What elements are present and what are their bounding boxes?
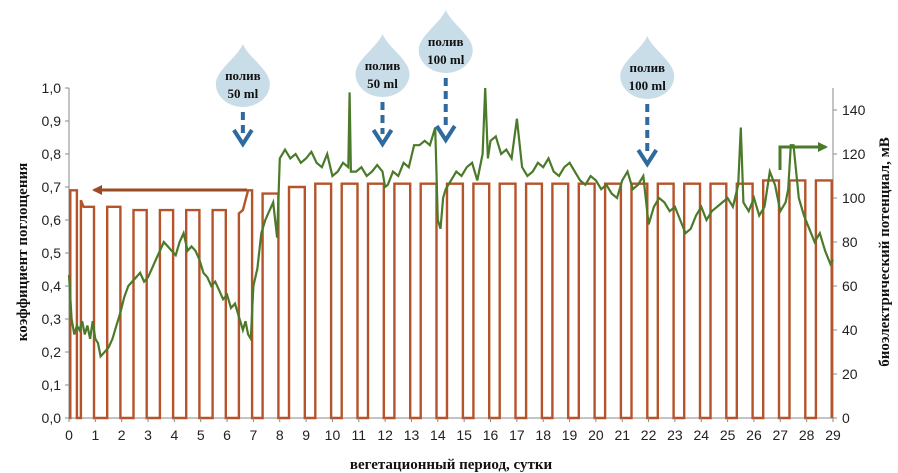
y-left-axis-title: коэффициент поглощения <box>15 163 31 341</box>
y-right-tick-label: 20 <box>842 366 858 382</box>
axis-direction-arrows <box>92 142 828 195</box>
y-left-tick-label: 0,4 <box>42 278 62 294</box>
drop-icon <box>620 36 675 99</box>
x-tick-label: 10 <box>325 427 341 443</box>
x-tick-label: 4 <box>170 427 178 443</box>
x-tick-label: 3 <box>144 427 152 443</box>
x-tick-label: 25 <box>720 427 736 443</box>
drop-label: 100 ml <box>427 52 465 67</box>
x-tick-label: 11 <box>352 427 367 443</box>
y-left-tick-label: 0,2 <box>42 344 62 360</box>
x-tick-label: 9 <box>302 427 310 443</box>
watering-drop: полив 50 ml <box>355 34 410 148</box>
x-ticks: 0 1 2 3 4 5 6 7 8 9 10 11 12 13 14 15 16 17 18 19 20 21 22 23 24… <box>65 418 841 443</box>
x-tick-label: 0 <box>65 427 73 443</box>
watering-drop: полив 100 ml <box>418 10 473 144</box>
x-tick-label: 12 <box>377 427 393 443</box>
x-tick-label: 28 <box>799 427 815 443</box>
y-right-tick-label: 60 <box>842 278 858 294</box>
watering-arrow-head <box>232 128 254 148</box>
right-axis-arrow <box>778 142 828 170</box>
y-left-tick-label: 0,9 <box>42 113 62 129</box>
watering-arrow-head <box>371 128 394 148</box>
y-left-tick-label: 0,8 <box>42 146 62 162</box>
y-right-tick-label: 0 <box>842 410 850 426</box>
y-right-tick-label: 80 <box>842 234 858 250</box>
x-tick-label: 27 <box>773 427 789 443</box>
x-tick-label: 5 <box>197 427 205 443</box>
x-tick-label: 8 <box>276 427 284 443</box>
drop-label: полив <box>365 58 401 73</box>
x-axis-title: вегетационный период, сутки <box>350 457 553 473</box>
drop-icon <box>215 44 270 107</box>
x-tick-label: 14 <box>430 427 446 443</box>
x-tick-label: 26 <box>746 427 762 443</box>
x-tick-label: 23 <box>667 427 683 443</box>
y-left-tick-label: 0,7 <box>42 179 62 195</box>
y-left-tick-label: 0,0 <box>42 410 62 426</box>
y-right-axis-title: биоэлектрический потенциал, мВ <box>877 137 893 367</box>
x-tick-label: 21 <box>614 427 630 443</box>
x-tick-label: 6 <box>223 427 231 443</box>
drop-label: полив <box>428 34 464 49</box>
drop-label: полив <box>225 68 261 83</box>
watering-drop: полив 50 ml <box>215 44 270 148</box>
x-tick-label: 2 <box>118 427 126 443</box>
y-left-tick-label: 1,0 <box>42 80 62 96</box>
y-right-ticks: 0 20 40 60 80 100 120 140 <box>833 102 866 426</box>
x-tick-label: 17 <box>509 427 525 443</box>
drop-icon <box>355 34 410 97</box>
watering-arrow-head <box>636 148 658 168</box>
bioelectric-potential-series <box>67 87 834 359</box>
y-left-ticks: 0,0 0,1 0,2 0,3 0,4 0,5 0,6 0,7 0,8 0,9 1,0 <box>42 80 69 426</box>
drop-label: 50 ml <box>367 76 398 91</box>
x-tick-label: 16 <box>483 427 499 443</box>
watering-arrow-head <box>435 124 457 144</box>
x-tick-label: 24 <box>693 427 709 443</box>
drop-icon <box>418 10 473 73</box>
drop-label: 50 ml <box>228 86 259 101</box>
x-tick-label: 18 <box>535 427 551 443</box>
x-tick-label: 20 <box>588 427 604 443</box>
watering-annotations: полив 50 ml полив 50 ml полив 100 ml полив 100 … <box>215 10 675 168</box>
y-right-tick-label: 100 <box>842 190 866 206</box>
x-tick-label: 15 <box>456 427 472 443</box>
x-tick-label: 19 <box>562 427 578 443</box>
y-left-tick-label: 0,6 <box>42 212 62 228</box>
y-left-tick-label: 0,5 <box>42 245 62 261</box>
y-right-tick-label: 120 <box>842 146 866 162</box>
y-left-tick-label: 0,3 <box>42 311 62 327</box>
series-layer <box>67 87 834 420</box>
drop-label: 100 ml <box>629 78 667 93</box>
x-tick-label: 22 <box>641 427 657 443</box>
watering-drop: полив 100 ml <box>620 36 675 168</box>
x-tick-label: 1 <box>91 427 99 443</box>
axes <box>68 88 834 419</box>
drop-label: полив <box>629 60 665 75</box>
x-tick-label: 7 <box>250 427 258 443</box>
absorption-coefficient-series <box>69 179 833 420</box>
x-tick-label: 13 <box>404 427 420 443</box>
y-right-tick-label: 140 <box>842 102 866 118</box>
x-tick-label: 29 <box>825 427 841 443</box>
y-left-tick-label: 0,1 <box>42 377 62 393</box>
y-right-tick-label: 40 <box>842 322 858 338</box>
